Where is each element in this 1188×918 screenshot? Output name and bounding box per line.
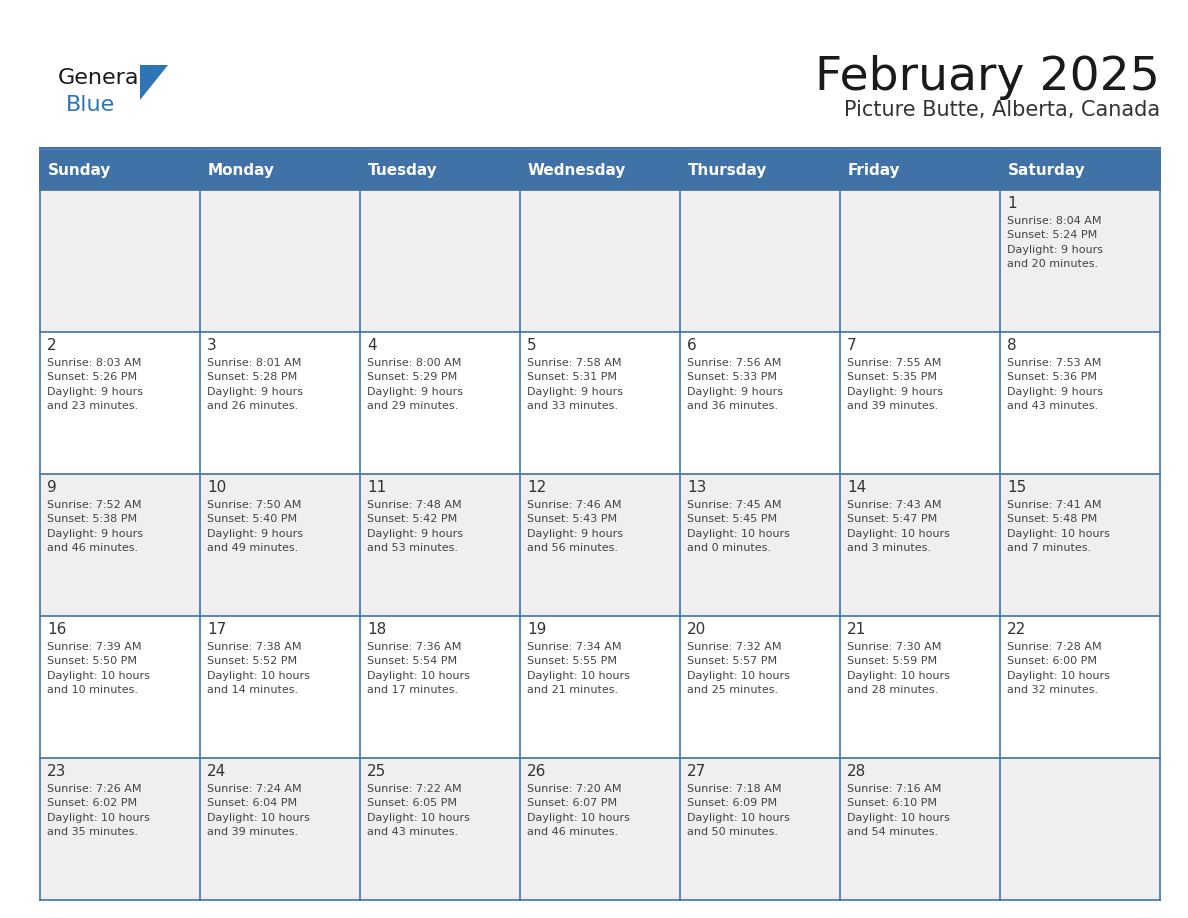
- Text: 24: 24: [207, 764, 226, 779]
- Text: 27: 27: [687, 764, 706, 779]
- Text: 18: 18: [367, 622, 386, 637]
- Text: 4: 4: [367, 338, 377, 353]
- Text: Sunrise: 7:52 AM
Sunset: 5:38 PM
Daylight: 9 hours
and 46 minutes.: Sunrise: 7:52 AM Sunset: 5:38 PM Dayligh…: [48, 500, 143, 554]
- Text: 17: 17: [207, 622, 226, 637]
- Bar: [680, 150, 840, 190]
- Text: Sunrise: 8:04 AM
Sunset: 5:24 PM
Daylight: 9 hours
and 20 minutes.: Sunrise: 8:04 AM Sunset: 5:24 PM Dayligh…: [1007, 216, 1102, 269]
- Text: 13: 13: [687, 480, 707, 495]
- Text: 25: 25: [367, 764, 386, 779]
- Text: 7: 7: [847, 338, 857, 353]
- Text: 10: 10: [207, 480, 226, 495]
- Text: Sunrise: 7:24 AM
Sunset: 6:04 PM
Daylight: 10 hours
and 39 minutes.: Sunrise: 7:24 AM Sunset: 6:04 PM Dayligh…: [207, 784, 310, 837]
- Text: 16: 16: [48, 622, 67, 637]
- Text: 5: 5: [527, 338, 537, 353]
- Bar: [1000, 150, 1159, 190]
- Bar: [40, 474, 1159, 616]
- Bar: [40, 616, 1159, 758]
- Text: Sunrise: 7:45 AM
Sunset: 5:45 PM
Daylight: 10 hours
and 0 minutes.: Sunrise: 7:45 AM Sunset: 5:45 PM Dayligh…: [687, 500, 790, 554]
- Text: Sunrise: 7:22 AM
Sunset: 6:05 PM
Daylight: 10 hours
and 43 minutes.: Sunrise: 7:22 AM Sunset: 6:05 PM Dayligh…: [367, 784, 470, 837]
- Text: 8: 8: [1007, 338, 1017, 353]
- Text: Sunrise: 7:43 AM
Sunset: 5:47 PM
Daylight: 10 hours
and 3 minutes.: Sunrise: 7:43 AM Sunset: 5:47 PM Dayligh…: [847, 500, 950, 554]
- Text: 6: 6: [687, 338, 696, 353]
- Bar: [40, 190, 1159, 332]
- Text: Friday: Friday: [848, 162, 901, 177]
- Text: February 2025: February 2025: [815, 55, 1159, 100]
- Text: 23: 23: [48, 764, 67, 779]
- Text: 3: 3: [207, 338, 216, 353]
- Text: 28: 28: [847, 764, 866, 779]
- Text: 19: 19: [527, 622, 546, 637]
- Text: Sunrise: 7:26 AM
Sunset: 6:02 PM
Daylight: 10 hours
and 35 minutes.: Sunrise: 7:26 AM Sunset: 6:02 PM Dayligh…: [48, 784, 150, 837]
- Text: 14: 14: [847, 480, 866, 495]
- Text: Sunrise: 8:03 AM
Sunset: 5:26 PM
Daylight: 9 hours
and 23 minutes.: Sunrise: 8:03 AM Sunset: 5:26 PM Dayligh…: [48, 358, 143, 411]
- Text: Sunrise: 7:53 AM
Sunset: 5:36 PM
Daylight: 9 hours
and 43 minutes.: Sunrise: 7:53 AM Sunset: 5:36 PM Dayligh…: [1007, 358, 1102, 411]
- Bar: [40, 150, 200, 190]
- Text: Sunrise: 7:32 AM
Sunset: 5:57 PM
Daylight: 10 hours
and 25 minutes.: Sunrise: 7:32 AM Sunset: 5:57 PM Dayligh…: [687, 642, 790, 695]
- Text: Sunrise: 7:36 AM
Sunset: 5:54 PM
Daylight: 10 hours
and 17 minutes.: Sunrise: 7:36 AM Sunset: 5:54 PM Dayligh…: [367, 642, 470, 695]
- Text: Tuesday: Tuesday: [368, 162, 437, 177]
- Bar: [840, 150, 1000, 190]
- Text: Sunrise: 7:28 AM
Sunset: 6:00 PM
Daylight: 10 hours
and 32 minutes.: Sunrise: 7:28 AM Sunset: 6:00 PM Dayligh…: [1007, 642, 1110, 695]
- Text: 9: 9: [48, 480, 57, 495]
- Text: 15: 15: [1007, 480, 1026, 495]
- Text: Thursday: Thursday: [688, 162, 767, 177]
- Text: Sunrise: 7:16 AM
Sunset: 6:10 PM
Daylight: 10 hours
and 54 minutes.: Sunrise: 7:16 AM Sunset: 6:10 PM Dayligh…: [847, 784, 950, 837]
- Text: Sunrise: 7:18 AM
Sunset: 6:09 PM
Daylight: 10 hours
and 50 minutes.: Sunrise: 7:18 AM Sunset: 6:09 PM Dayligh…: [687, 784, 790, 837]
- Text: Sunrise: 7:55 AM
Sunset: 5:35 PM
Daylight: 9 hours
and 39 minutes.: Sunrise: 7:55 AM Sunset: 5:35 PM Dayligh…: [847, 358, 943, 411]
- Text: Sunrise: 7:46 AM
Sunset: 5:43 PM
Daylight: 9 hours
and 56 minutes.: Sunrise: 7:46 AM Sunset: 5:43 PM Dayligh…: [527, 500, 623, 554]
- Text: General: General: [58, 68, 146, 88]
- Bar: [40, 758, 1159, 900]
- Bar: [520, 150, 680, 190]
- Text: Sunday: Sunday: [48, 162, 112, 177]
- Text: Monday: Monday: [208, 162, 274, 177]
- Text: 26: 26: [527, 764, 546, 779]
- Text: Sunrise: 7:48 AM
Sunset: 5:42 PM
Daylight: 9 hours
and 53 minutes.: Sunrise: 7:48 AM Sunset: 5:42 PM Dayligh…: [367, 500, 463, 554]
- Text: Sunrise: 7:38 AM
Sunset: 5:52 PM
Daylight: 10 hours
and 14 minutes.: Sunrise: 7:38 AM Sunset: 5:52 PM Dayligh…: [207, 642, 310, 695]
- Text: Saturday: Saturday: [1007, 162, 1086, 177]
- Text: 2: 2: [48, 338, 57, 353]
- Text: Sunrise: 8:00 AM
Sunset: 5:29 PM
Daylight: 9 hours
and 29 minutes.: Sunrise: 8:00 AM Sunset: 5:29 PM Dayligh…: [367, 358, 463, 411]
- Text: 11: 11: [367, 480, 386, 495]
- Text: Sunrise: 7:56 AM
Sunset: 5:33 PM
Daylight: 9 hours
and 36 minutes.: Sunrise: 7:56 AM Sunset: 5:33 PM Dayligh…: [687, 358, 783, 411]
- Text: Picture Butte, Alberta, Canada: Picture Butte, Alberta, Canada: [843, 100, 1159, 120]
- Text: Sunrise: 7:39 AM
Sunset: 5:50 PM
Daylight: 10 hours
and 10 minutes.: Sunrise: 7:39 AM Sunset: 5:50 PM Dayligh…: [48, 642, 150, 695]
- Text: Sunrise: 7:20 AM
Sunset: 6:07 PM
Daylight: 10 hours
and 46 minutes.: Sunrise: 7:20 AM Sunset: 6:07 PM Dayligh…: [527, 784, 630, 837]
- Text: 21: 21: [847, 622, 866, 637]
- Polygon shape: [140, 65, 168, 100]
- Text: Sunrise: 7:30 AM
Sunset: 5:59 PM
Daylight: 10 hours
and 28 minutes.: Sunrise: 7:30 AM Sunset: 5:59 PM Dayligh…: [847, 642, 950, 695]
- Text: Sunrise: 7:58 AM
Sunset: 5:31 PM
Daylight: 9 hours
and 33 minutes.: Sunrise: 7:58 AM Sunset: 5:31 PM Dayligh…: [527, 358, 623, 411]
- Bar: [200, 150, 360, 190]
- Text: 1: 1: [1007, 196, 1017, 211]
- Text: Sunrise: 7:50 AM
Sunset: 5:40 PM
Daylight: 9 hours
and 49 minutes.: Sunrise: 7:50 AM Sunset: 5:40 PM Dayligh…: [207, 500, 303, 554]
- Text: Sunrise: 7:34 AM
Sunset: 5:55 PM
Daylight: 10 hours
and 21 minutes.: Sunrise: 7:34 AM Sunset: 5:55 PM Dayligh…: [527, 642, 630, 695]
- Bar: [40, 332, 1159, 474]
- Text: 12: 12: [527, 480, 546, 495]
- Bar: [40, 150, 1159, 190]
- Text: Wednesday: Wednesday: [527, 162, 626, 177]
- Text: Sunrise: 7:41 AM
Sunset: 5:48 PM
Daylight: 10 hours
and 7 minutes.: Sunrise: 7:41 AM Sunset: 5:48 PM Dayligh…: [1007, 500, 1110, 554]
- Text: 20: 20: [687, 622, 706, 637]
- Text: Sunrise: 8:01 AM
Sunset: 5:28 PM
Daylight: 9 hours
and 26 minutes.: Sunrise: 8:01 AM Sunset: 5:28 PM Dayligh…: [207, 358, 303, 411]
- Text: 22: 22: [1007, 622, 1026, 637]
- Bar: [360, 150, 520, 190]
- Text: Blue: Blue: [67, 95, 115, 115]
